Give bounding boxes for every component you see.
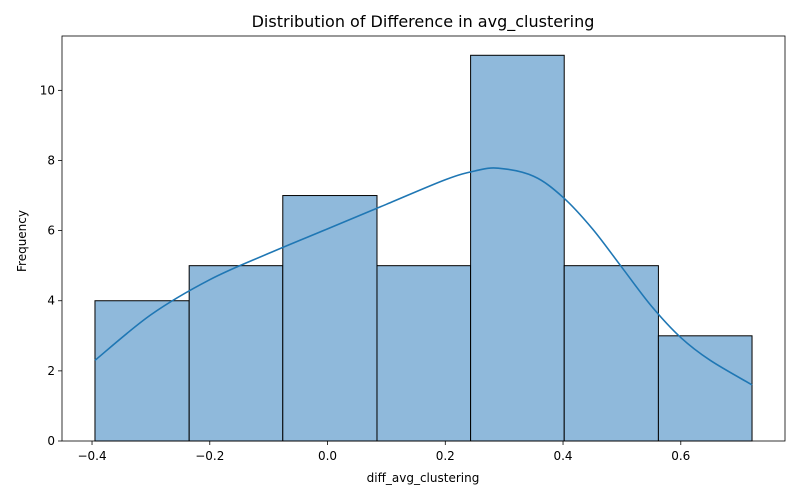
- y-tick-label: 8: [47, 153, 55, 167]
- kde-curve-group: [94, 167, 753, 386]
- histogram-bars: [94, 54, 753, 442]
- histogram-bar-4: [376, 265, 472, 442]
- x-tick-label: −0.2: [195, 449, 224, 463]
- x-tick-label: −0.4: [77, 449, 106, 463]
- x-axis-ticks: −0.4 −0.2 0.0 0.2 0.4 0.6: [77, 441, 690, 463]
- y-tick-label: 2: [47, 364, 55, 378]
- histogram-bar-6: [563, 265, 659, 442]
- x-tick-label: 0.6: [671, 449, 690, 463]
- y-tick-label: 10: [40, 83, 55, 97]
- chart-title: Distribution of Difference in avg_cluste…: [252, 12, 595, 32]
- histogram-bar-1: [94, 300, 190, 442]
- x-axis-label: diff_avg_clustering: [367, 471, 480, 485]
- plot-frame: [61, 35, 786, 442]
- y-axis-ticks: 0 2 4 6 8 10: [40, 83, 62, 448]
- x-tick-label: 0.0: [318, 449, 337, 463]
- kde-curve: [94, 167, 753, 386]
- histogram-bar-5: [470, 54, 565, 442]
- x-tick-label: 0.2: [436, 449, 455, 463]
- x-tick-label: 0.4: [553, 449, 572, 463]
- y-tick-label: 0: [47, 434, 55, 448]
- histogram-bar-3: [282, 195, 378, 442]
- histogram-bar-7: [657, 335, 753, 442]
- y-tick-label: 4: [47, 294, 55, 308]
- y-axis-label: Frequency: [15, 210, 29, 272]
- histogram-bar-2: [188, 265, 284, 442]
- y-tick-label: 6: [47, 224, 55, 238]
